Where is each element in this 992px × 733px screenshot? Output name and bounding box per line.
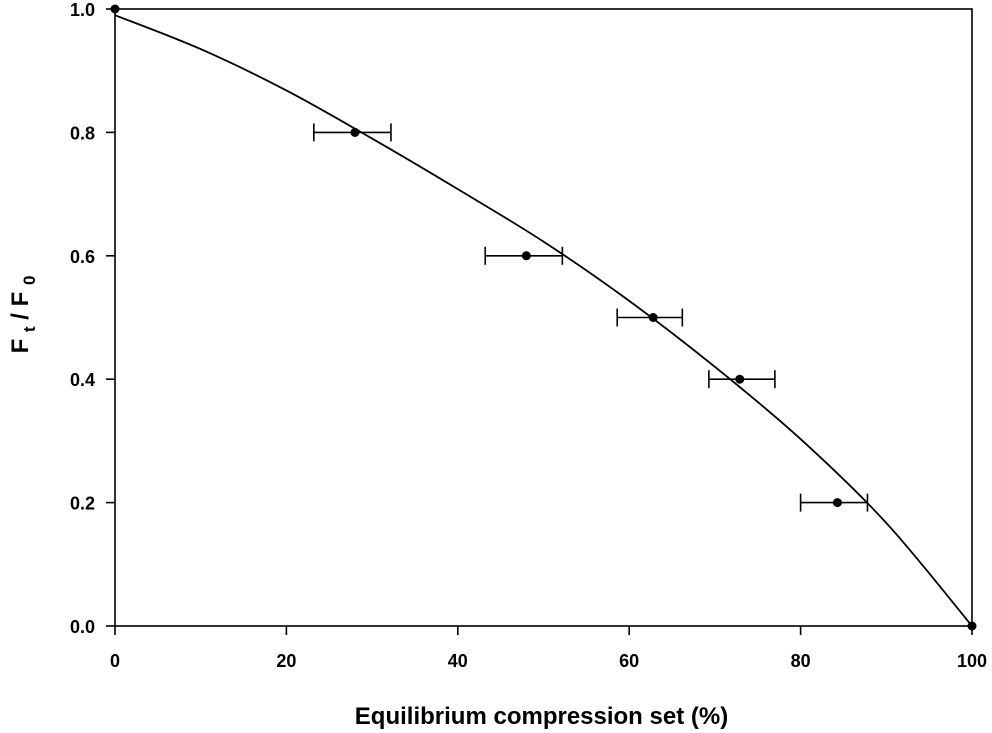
- x-tick-label-5: 100: [957, 651, 987, 671]
- y-tick-label-3: 0.6: [70, 247, 95, 267]
- x-axis-title: Equilibrium compression set (%): [355, 703, 728, 730]
- data-point-2: [521, 251, 531, 261]
- data-point-3: [648, 313, 658, 322]
- y-axis-title-slash: /: [7, 313, 34, 320]
- data-point-1: [350, 127, 360, 137]
- y-axis-title-sub-0: 0: [20, 276, 39, 285]
- x-tick-label-3: 60: [619, 651, 639, 671]
- y-axis-title-f2: F: [7, 292, 34, 307]
- y-tick-label-4: 0.8: [70, 123, 95, 143]
- x-tick-label-4: 80: [791, 651, 811, 671]
- x-tick-label-1: 20: [276, 651, 296, 671]
- fit-curve-line: [114, 14, 973, 627]
- x-tick-label-2: 40: [448, 651, 468, 671]
- data-point-5: [832, 498, 842, 508]
- y-tick-label-1: 0.2: [70, 494, 95, 514]
- y-tick-label-5: 1.0: [70, 0, 95, 20]
- data-point-4: [735, 374, 745, 384]
- y-axis-title: F t / F 0: [7, 276, 41, 354]
- y-tick-label-2: 0.4: [70, 370, 95, 390]
- x-tick-label-0: 0: [110, 651, 120, 671]
- plot-frame: [114, 8, 973, 627]
- y-axis-title-f1: F: [7, 339, 34, 354]
- y-axis-title-sub-t: t: [20, 326, 39, 332]
- y-tick-label-0: 0.0: [70, 617, 95, 637]
